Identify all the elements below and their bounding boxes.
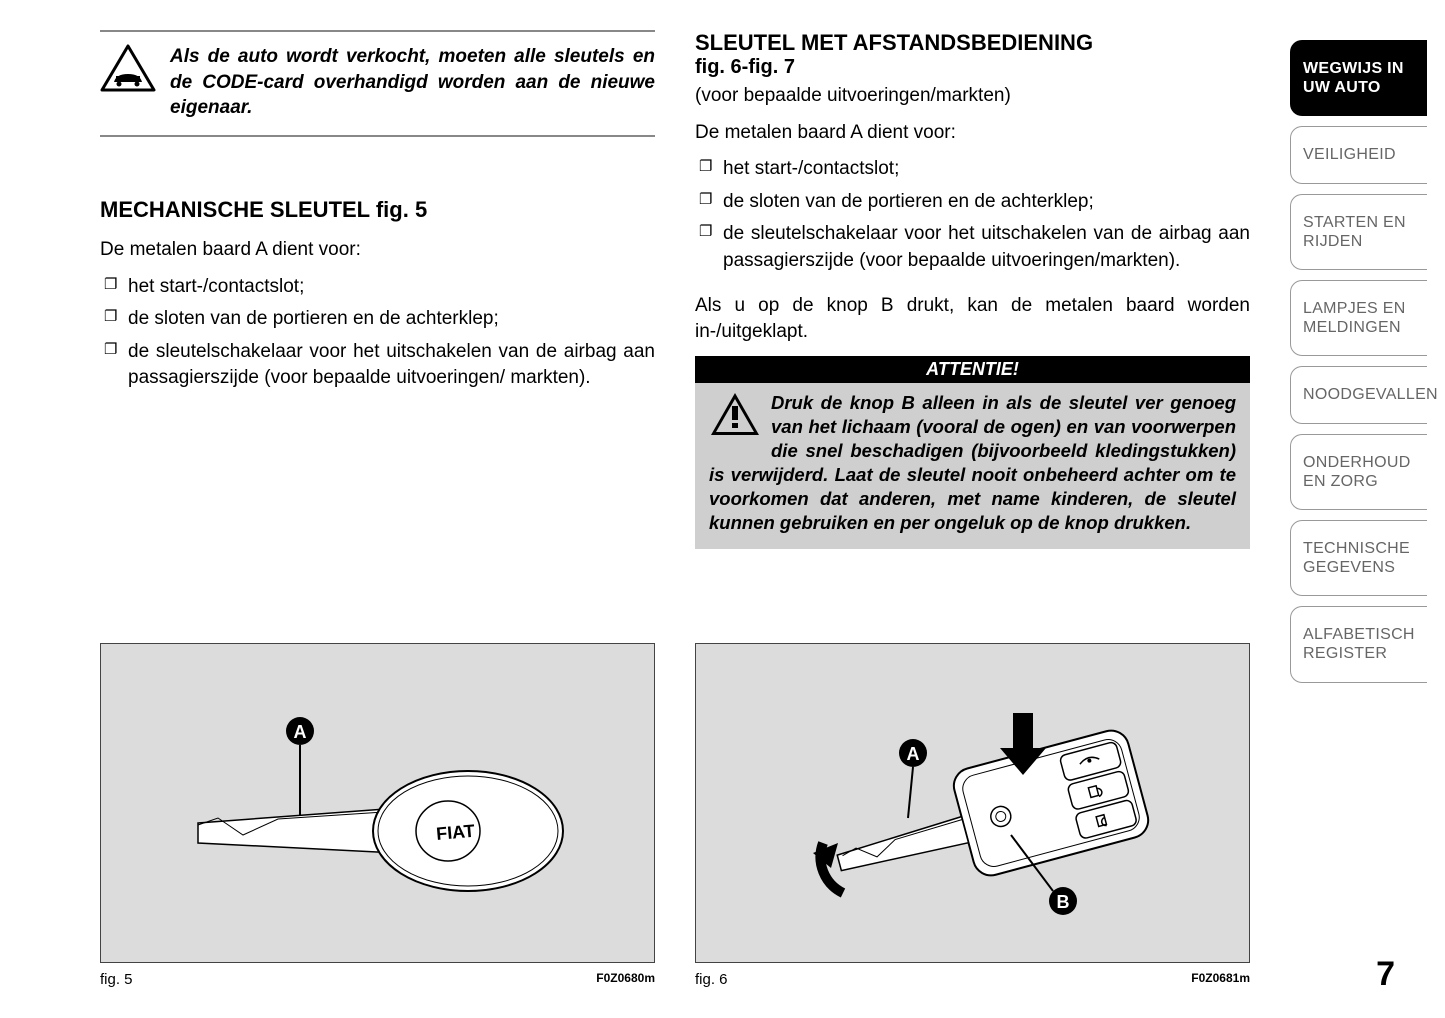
remote-key-subnote: (voor bepaalde uitvoeringen/markten): [695, 83, 1250, 110]
list-item: het start-/contactslot;: [100, 274, 655, 307]
svg-text:A: A: [906, 744, 919, 764]
mechanical-key-illustration: FIAT A: [158, 653, 598, 953]
figure-label: fig. 6: [695, 971, 728, 988]
manual-page: Als de auto wordt verkocht, moeten alle …: [0, 0, 1445, 1018]
svg-text:B: B: [1056, 892, 1069, 912]
svg-text:A: A: [293, 722, 306, 742]
warning-box: ATTENTIE! Druk de knop B alleen in als d…: [695, 356, 1250, 549]
tab-starten[interactable]: STARTEN EN RIJDEN: [1290, 194, 1427, 270]
figure-6-caption: fig. 6 F0Z0681m: [695, 971, 1250, 988]
mechanical-key-heading: MECHANISCHE SLEUTEL fig. 5: [100, 197, 655, 223]
page-number: 7: [1376, 955, 1395, 994]
figure-label: fig. 5: [100, 971, 133, 988]
remote-key-bullets: het start-/contactslot; de sloten van de…: [695, 156, 1250, 280]
tab-lampjes[interactable]: LAMPJES EN MELDINGEN: [1290, 280, 1427, 356]
heading-line2: fig. 6-fig. 7: [695, 56, 1250, 79]
side-tabs: WEGWIJS IN UW AUTO VEILIGHEID STARTEN EN…: [1290, 0, 1445, 1018]
car-warning-icon: [100, 44, 156, 92]
list-item: de sleutelschakelaar voor het uitschakel…: [100, 339, 655, 398]
list-item: het start-/contactslot;: [695, 156, 1250, 189]
svg-text:FIAT: FIAT: [435, 821, 475, 844]
attention-icon: [709, 391, 761, 443]
figure-code: F0Z0681m: [1191, 971, 1250, 988]
heading-line1: SLEUTEL MET AFSTANDSBEDIENING: [695, 30, 1250, 56]
list-item: de sloten van de portieren en de achterk…: [100, 306, 655, 339]
content-area: Als de auto wordt verkocht, moeten alle …: [0, 0, 1290, 1018]
warning-text: Druk de knop B alleen in als de sleutel …: [709, 392, 1236, 533]
figure-code: F0Z0680m: [596, 971, 655, 988]
info-text: Als de auto wordt verkocht, moeten alle …: [170, 44, 655, 121]
info-box: Als de auto wordt verkocht, moeten alle …: [100, 44, 655, 137]
mechanical-key-bullets: het start-/contactslot; de sloten van de…: [100, 274, 655, 398]
list-item: de sleutelschakelaar voor het uitschakel…: [695, 221, 1250, 280]
left-column: Als de auto wordt verkocht, moeten alle …: [100, 30, 655, 988]
right-column: SLEUTEL MET AFSTANDSBEDIENING fig. 6-fig…: [695, 30, 1250, 988]
remote-key-illustration: A B: [753, 653, 1193, 953]
tab-technische[interactable]: TECHNISCHE GEGEVENS: [1290, 520, 1427, 596]
tab-noodgevallen[interactable]: NOODGEVALLEN: [1290, 366, 1427, 423]
list-item: de sloten van de portieren en de achterk…: [695, 189, 1250, 222]
tab-onderhoud[interactable]: ONDERHOUD EN ZORG: [1290, 434, 1427, 510]
tab-wegwijs[interactable]: WEGWIJS IN UW AUTO: [1290, 40, 1427, 116]
figure-6: A B: [695, 643, 1250, 963]
remote-key-intro: De metalen baard A dient voor:: [695, 120, 1250, 147]
figure-5: FIAT A: [100, 643, 655, 963]
mechanical-key-intro: De metalen baard A dient voor:: [100, 237, 655, 264]
warning-title: ATTENTIE!: [695, 356, 1250, 383]
warning-body: Druk de knop B alleen in als de sleutel …: [709, 391, 1236, 535]
figure-5-caption: fig. 5 F0Z0680m: [100, 971, 655, 988]
tab-veiligheid[interactable]: VEILIGHEID: [1290, 126, 1427, 183]
top-rule: [100, 30, 655, 32]
press-button-text: Als u op de knop B drukt, kan de metalen…: [695, 293, 1250, 346]
tab-register[interactable]: ALFABETISCH REGISTER: [1290, 606, 1427, 682]
remote-key-heading: SLEUTEL MET AFSTANDSBEDIENING fig. 6-fig…: [695, 30, 1250, 79]
